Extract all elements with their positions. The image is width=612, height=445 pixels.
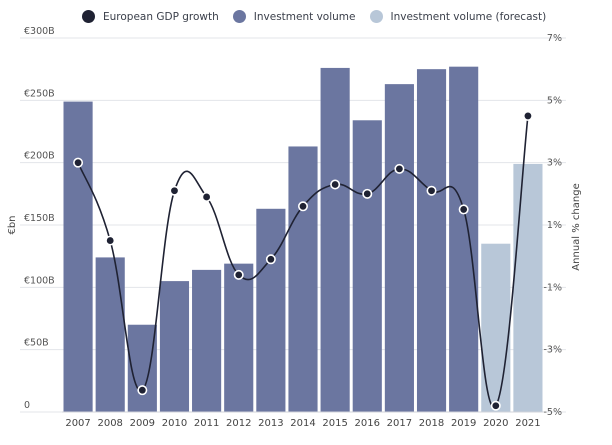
gdp-point-2008: [105, 235, 116, 246]
investment-bar-2013: [256, 208, 286, 412]
x-tick-label: 2020: [483, 418, 508, 429]
y2-tick-label: -3%: [544, 345, 563, 356]
x-tick-label: 2019: [451, 418, 476, 429]
gdp-point-2007: [73, 157, 84, 168]
legend-investment-marker-icon: [232, 10, 246, 23]
investment-bar-2019: [449, 66, 479, 412]
x-tick-label: 2009: [130, 418, 155, 429]
x-tick-label: 2014: [290, 418, 315, 429]
legend-gdp-label: European GDP growth: [103, 10, 219, 23]
y-tick-label: €100B: [24, 275, 55, 286]
investment-bar-2010: [159, 281, 190, 412]
investment-bar-2008: [95, 257, 125, 412]
gdp-point-2011: [201, 191, 212, 202]
gdp-point-2015: [330, 179, 341, 190]
legend-investment-label: Investment volume: [253, 10, 356, 23]
legend-item-gdp: European GDP growth: [82, 10, 219, 23]
gdp-point-2018: [426, 185, 437, 196]
y-tick-label: €300B: [24, 26, 55, 37]
investment-bar-2011: [192, 269, 222, 412]
gdp-point-2009: [137, 385, 148, 396]
x-tick-label: 2012: [226, 418, 251, 429]
x-tick-label: 2017: [387, 418, 412, 429]
legend-item-forecast: Investment volume (forecast): [369, 10, 547, 23]
legend-forecast-label: Investment volume (forecast): [390, 10, 547, 23]
legend-gdp-marker-icon: [82, 10, 95, 23]
legend: European GDP growth Investment volume In…: [82, 10, 546, 23]
x-tick-label: 2013: [258, 418, 283, 429]
x-tick-label: 2018: [419, 418, 444, 429]
gdp-point-2010: [169, 185, 180, 196]
gdp-point-2012: [233, 269, 244, 280]
legend-item-investment: Investment volume: [232, 10, 356, 23]
y2-tick-label: 1%: [547, 220, 562, 231]
y-tick-label: €250B: [24, 88, 55, 99]
y2-tick-label: 7%: [547, 33, 562, 44]
y-tick-label: €200B: [24, 151, 55, 162]
investment-bar-2014: [288, 146, 318, 412]
y-tick-label: €50B: [24, 338, 49, 349]
x-tick-label: 2021: [515, 418, 540, 429]
y-tick-label: €150B: [24, 213, 55, 224]
investment-bar-2009: [127, 324, 157, 412]
gdp-point-2014: [297, 201, 308, 212]
y2-tick-label: 3%: [547, 158, 562, 169]
investment-bar-2017: [384, 84, 414, 413]
x-tick-label: 2007: [65, 418, 90, 429]
x-tick-label: 2010: [162, 418, 187, 429]
gdp-point-2021: [522, 110, 533, 121]
investment-bar-2016: [352, 120, 382, 412]
investment-bar-2018: [416, 69, 447, 413]
forecast-bar-2021: [513, 163, 543, 412]
gdp-point-2020: [490, 400, 501, 411]
y2-tick-label: -1%: [544, 282, 563, 293]
investment-bar-2015: [320, 67, 350, 413]
y-tick-label: 0: [24, 400, 30, 411]
gdp-point-2017: [394, 163, 405, 174]
y2-tick-label: -5%: [544, 407, 563, 418]
y2-axis-title: Annual % change: [571, 183, 582, 270]
y-axis-title: €bn: [7, 215, 18, 234]
legend-forecast-marker-icon: [369, 10, 383, 23]
gdp-point-2019: [458, 204, 469, 215]
investment-bar-2012: [224, 263, 254, 412]
gdp-point-2016: [362, 188, 373, 199]
y2-tick-label: 5%: [547, 95, 562, 106]
investment-bar-2007: [63, 101, 93, 412]
x-tick-label: 2016: [355, 418, 380, 429]
forecast-bar-2020: [481, 243, 511, 412]
gdp-point-2013: [265, 254, 276, 265]
x-tick-label: 2015: [322, 418, 347, 429]
x-tick-label: 2011: [194, 418, 219, 429]
x-tick-label: 2008: [97, 418, 122, 429]
